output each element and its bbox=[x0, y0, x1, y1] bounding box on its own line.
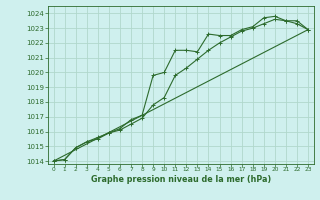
X-axis label: Graphe pression niveau de la mer (hPa): Graphe pression niveau de la mer (hPa) bbox=[91, 175, 271, 184]
